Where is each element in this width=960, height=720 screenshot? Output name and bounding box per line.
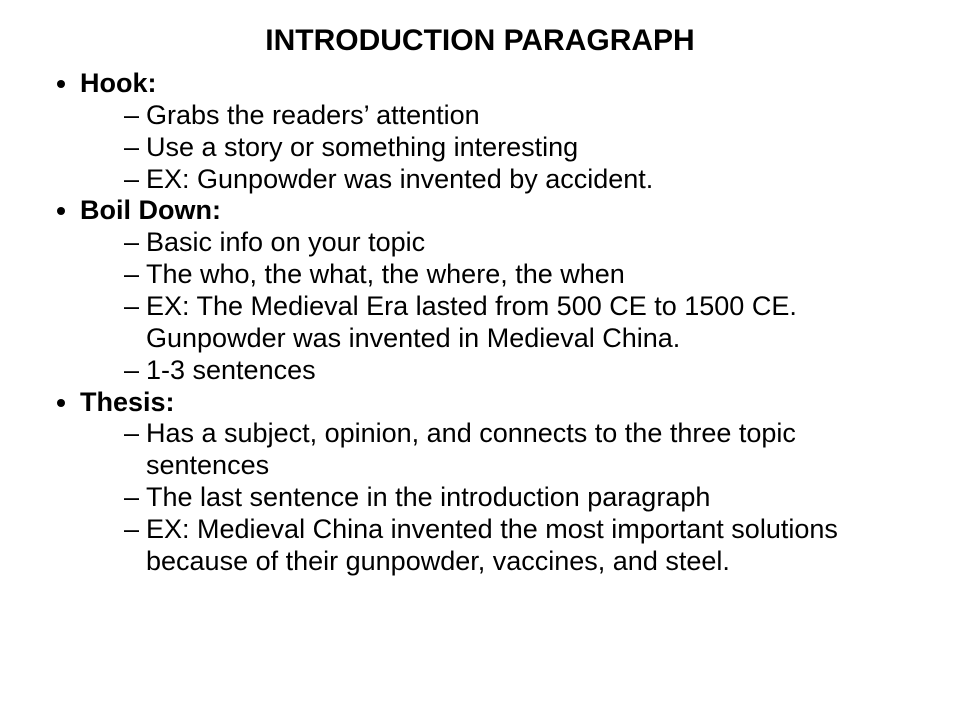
list-item: Basic info on your topic xyxy=(124,227,916,259)
item-text: Has a subject, opinion, and connects to … xyxy=(146,418,796,480)
section-hook: Hook: Grabs the readers’ attention Use a… xyxy=(80,68,916,195)
item-text: EX: Gunpowder was invented by accident. xyxy=(146,164,653,194)
list-item: The who, the what, the where, the when xyxy=(124,259,916,291)
item-text: The who, the what, the where, the when xyxy=(146,259,625,289)
section-hook-items: Grabs the readers’ attention Use a story… xyxy=(80,100,916,196)
item-text: 1-3 sentences xyxy=(146,355,316,385)
list-item: 1-3 sentences xyxy=(124,355,916,387)
list-item: Use a story or something interesting xyxy=(124,132,916,164)
list-item: EX: The Medieval Era lasted from 500 CE … xyxy=(124,291,916,355)
section-heading: Thesis: xyxy=(80,387,175,417)
list-item: The last sentence in the introduction pa… xyxy=(124,482,916,514)
outline-list: Hook: Grabs the readers’ attention Use a… xyxy=(44,68,916,578)
section-heading: Hook: xyxy=(80,68,157,98)
list-item: EX: Gunpowder was invented by accident. xyxy=(124,164,916,196)
item-text: EX: The Medieval Era lasted from 500 CE … xyxy=(146,291,797,353)
item-text: EX: Medieval China invented the most imp… xyxy=(146,514,838,576)
section-heading: Boil Down: xyxy=(80,195,221,225)
item-text: Grabs the readers’ attention xyxy=(146,100,480,130)
item-text: Basic info on your topic xyxy=(146,227,425,257)
item-text: Use a story or something interesting xyxy=(146,132,578,162)
slide-title: INTRODUCTION PARAGRAPH xyxy=(44,24,916,58)
section-boil-down: Boil Down: Basic info on your topic The … xyxy=(80,195,916,386)
slide: INTRODUCTION PARAGRAPH Hook: Grabs the r… xyxy=(0,0,960,720)
section-boil-down-items: Basic info on your topic The who, the wh… xyxy=(80,227,916,386)
list-item: EX: Medieval China invented the most imp… xyxy=(124,514,916,578)
section-thesis: Thesis: Has a subject, opinion, and conn… xyxy=(80,387,916,578)
section-thesis-items: Has a subject, opinion, and connects to … xyxy=(80,418,916,577)
list-item: Grabs the readers’ attention xyxy=(124,100,916,132)
list-item: Has a subject, opinion, and connects to … xyxy=(124,418,916,482)
item-text: The last sentence in the introduction pa… xyxy=(146,482,710,512)
